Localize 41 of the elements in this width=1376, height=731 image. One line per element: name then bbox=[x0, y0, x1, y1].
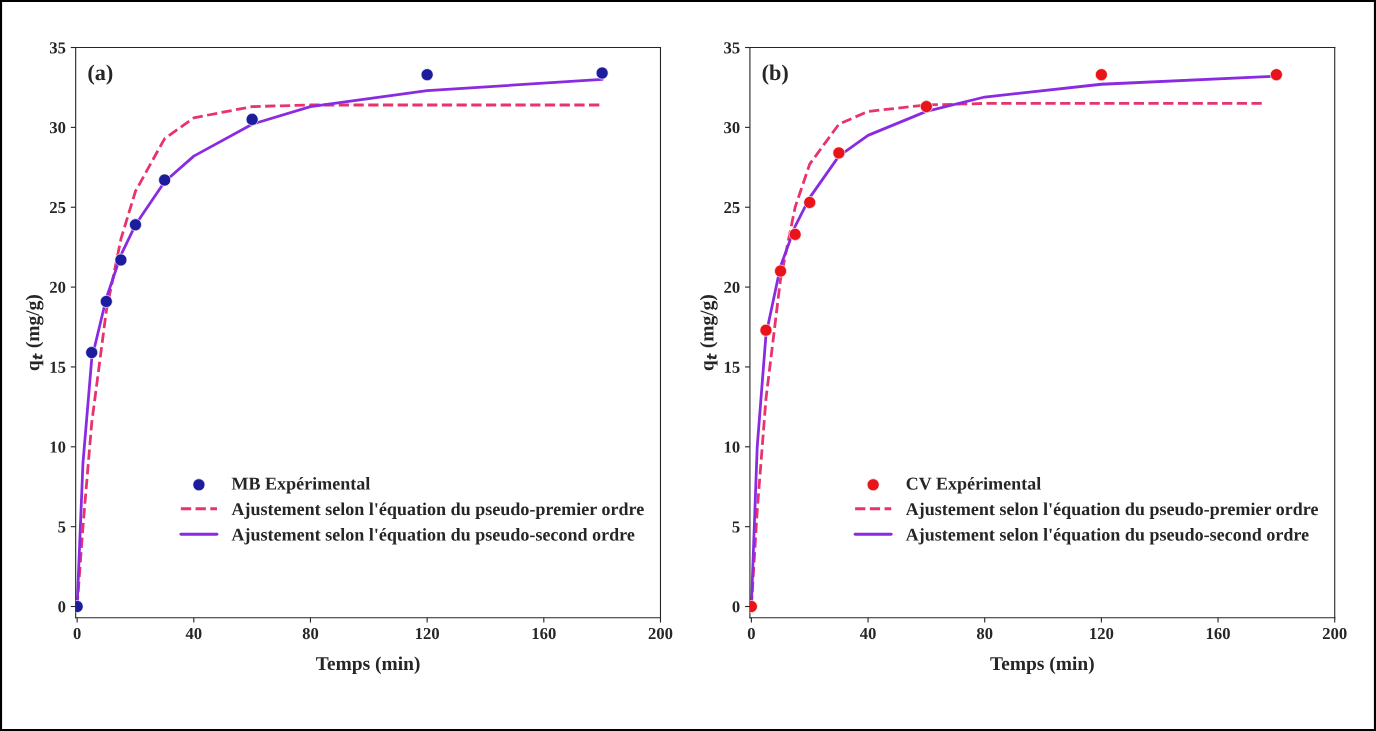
y-tick-label: 30 bbox=[724, 122, 740, 134]
x-tick-label: 0 bbox=[73, 627, 81, 640]
legend-label: Ajustement selon l'équation du pseudo-premier ordre bbox=[231, 502, 644, 519]
legend-label: Ajustement selon l'équation du pseudo-second ordre bbox=[231, 528, 635, 545]
y-tick-label: 25 bbox=[724, 201, 740, 214]
x-tick-label: 200 bbox=[648, 627, 673, 640]
y-tick-label: 35 bbox=[49, 42, 66, 54]
x-tick-label: 160 bbox=[1206, 627, 1230, 640]
y-tick-label: 10 bbox=[724, 441, 740, 453]
x-tick-label: 40 bbox=[185, 627, 202, 640]
y-tick-label: 25 bbox=[49, 201, 66, 214]
annotation: (a) bbox=[88, 64, 113, 85]
y-tick-label: 5 bbox=[732, 521, 740, 533]
x-tick-label: 80 bbox=[976, 627, 993, 640]
x-axis-title: Temps (min) bbox=[990, 656, 1094, 675]
x-tick-label: 0 bbox=[747, 627, 755, 640]
y-tick-label: 35 bbox=[724, 42, 740, 54]
y-tick-label: 5 bbox=[58, 521, 66, 533]
y-tick-label: 20 bbox=[724, 281, 740, 294]
x-tick-label: 80 bbox=[302, 627, 319, 640]
annotation: (b) bbox=[762, 64, 788, 85]
y-tick-label: 15 bbox=[724, 361, 740, 373]
y-axis-title: q$_{t}$ (mg/g) bbox=[699, 295, 718, 371]
y-tick-label: 20 bbox=[49, 281, 66, 294]
point bbox=[832, 146, 846, 160]
x-tick-label: 200 bbox=[1322, 627, 1347, 640]
legend-label: MB Expérimental bbox=[231, 477, 371, 494]
x-tick-label: 40 bbox=[859, 627, 876, 640]
y-tick-label: 15 bbox=[50, 361, 66, 373]
y-axis-title: q$_{t}$ (mg/g) bbox=[25, 295, 44, 371]
y-tick-label: 30 bbox=[49, 122, 66, 134]
y-tick-label: 0 bbox=[58, 601, 66, 613]
legend-label: CV Expérimental bbox=[906, 477, 1041, 494]
y-tick-label: 0 bbox=[732, 601, 740, 613]
y-tick-label: 10 bbox=[50, 441, 66, 453]
legend-label: Ajustement selon l'équation du pseudo-second ordre bbox=[905, 528, 1309, 545]
x-tick-label: 160 bbox=[532, 627, 556, 640]
x-axis-title: Temps (min) bbox=[316, 656, 420, 675]
x-tick-label: 120 bbox=[1090, 627, 1114, 640]
x-tick-label: 120 bbox=[415, 627, 440, 640]
legend-label: Ajustement selon l'équation du pseudo-premier ordre bbox=[905, 502, 1319, 519]
